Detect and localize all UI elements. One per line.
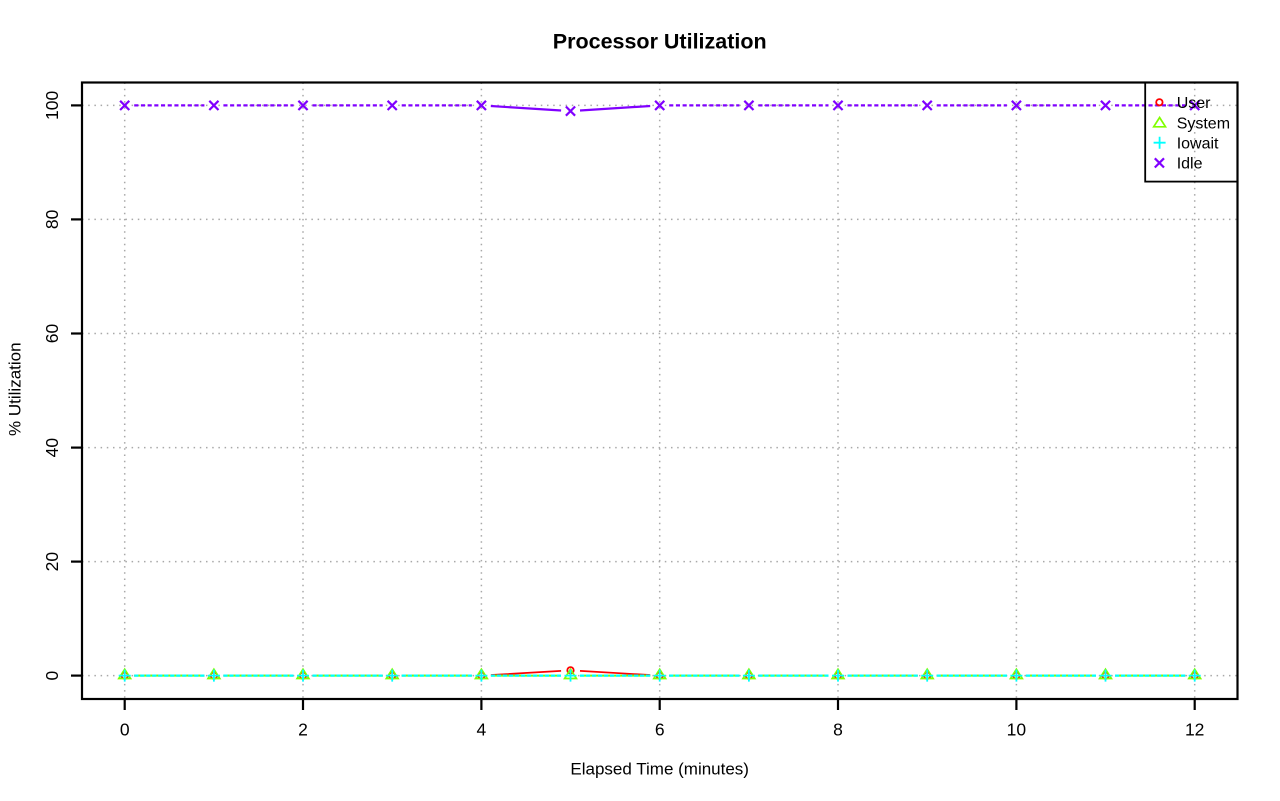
svg-text:100: 100 bbox=[42, 91, 62, 120]
svg-text:10: 10 bbox=[1007, 719, 1027, 739]
svg-text:Idle: Idle bbox=[1177, 156, 1203, 173]
svg-text:User: User bbox=[1177, 95, 1211, 112]
svg-text:80: 80 bbox=[42, 209, 62, 229]
svg-text:System: System bbox=[1177, 115, 1230, 132]
svg-text:Processor Utilization: Processor Utilization bbox=[553, 29, 767, 53]
svg-text:60: 60 bbox=[42, 324, 62, 344]
svg-text:% Utilization: % Utilization bbox=[6, 342, 25, 436]
svg-text:Iowait: Iowait bbox=[1177, 135, 1219, 152]
svg-text:12: 12 bbox=[1185, 719, 1204, 739]
svg-text:0: 0 bbox=[42, 670, 62, 680]
svg-text:2: 2 bbox=[298, 719, 308, 739]
svg-text:6: 6 bbox=[655, 719, 665, 739]
svg-text:20: 20 bbox=[42, 552, 62, 572]
svg-text:4: 4 bbox=[477, 719, 487, 739]
svg-text:8: 8 bbox=[833, 719, 843, 739]
svg-text:0: 0 bbox=[120, 719, 130, 739]
svg-text:Elapsed Time (minutes): Elapsed Time (minutes) bbox=[570, 760, 749, 779]
svg-text:40: 40 bbox=[42, 438, 62, 458]
